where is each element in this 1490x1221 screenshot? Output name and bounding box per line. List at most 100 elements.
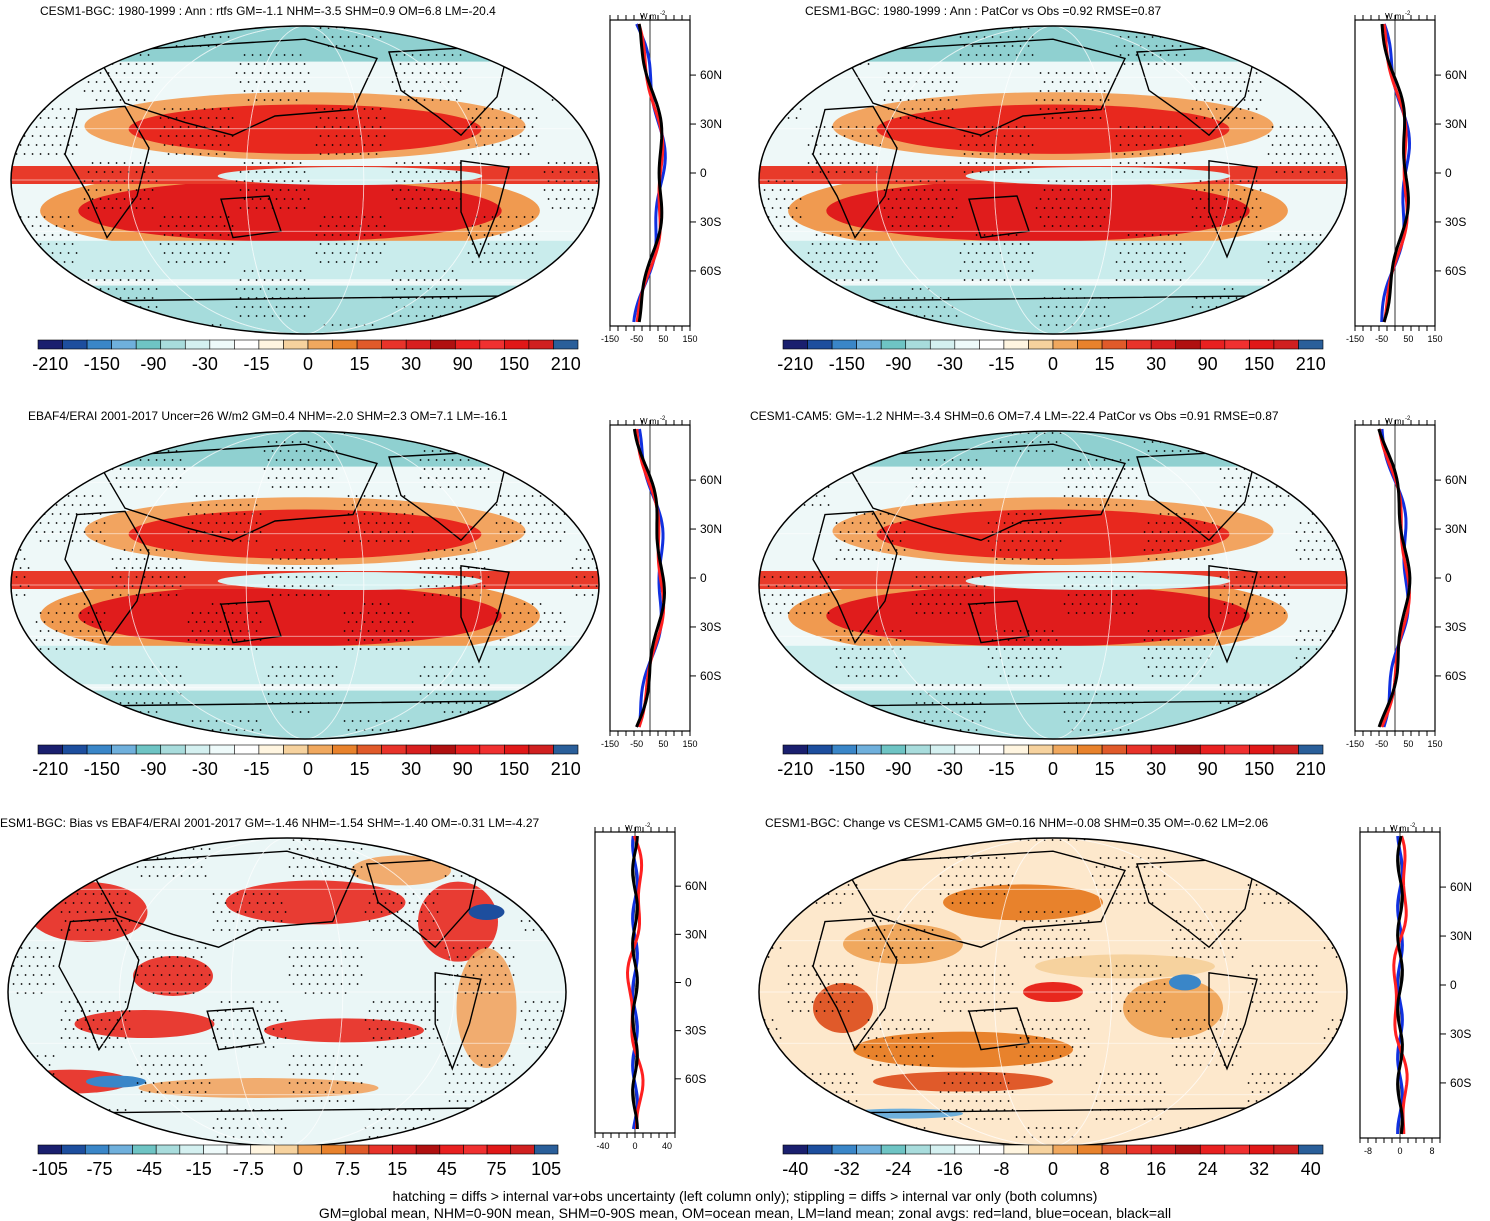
colorbar-swatch [274,1144,299,1155]
colorbar-label: 210 [1296,759,1326,779]
map-plot [10,430,600,740]
colorbar-swatch [831,1144,857,1155]
unit-superscript: -2 [1410,823,1416,829]
unit-superscript: -2 [660,11,666,17]
unit-label: W m [1385,12,1402,21]
colorbar-swatch [1224,1144,1250,1155]
colorbar-swatch [1298,339,1324,350]
lat-label: 60N [700,473,722,487]
colorbar-swatch [37,1144,62,1155]
colorbar-swatch [954,744,980,755]
colorbar-swatch [209,339,235,350]
colorbar-swatch [392,1144,417,1155]
lat-label: 30N [1445,522,1467,536]
colorbar-label: -75 [86,1159,112,1179]
colorbar-swatch [1199,339,1226,350]
lat-label: 60N [1450,880,1472,894]
colorbar-swatch [929,1144,956,1155]
colorbar-swatch [62,744,88,755]
lat-label: 60N [685,879,707,893]
lat-label: 60N [1445,473,1467,487]
graticule [11,26,599,334]
colorbar-swatch [1052,1144,1078,1155]
coastline [434,971,482,1071]
lat-label: 30N [1450,929,1472,943]
colorbar-swatch [234,744,260,755]
panel-6: CESM1-BGC: Change vs CESM1-CAM5 GM=0.16 … [745,812,1490,1192]
land-zonal-line [635,428,666,728]
colorbar-swatch [1003,339,1029,350]
lat-label: 60S [685,1072,706,1086]
colorbar-swatch [856,339,882,350]
colorbar: -210 -150 -90 -30 -15 0 15 30 90 150 210 [777,339,1326,374]
colorbar-label: -210 [32,354,68,374]
map-plot [758,837,1348,1147]
southern-ocean-band [11,645,599,685]
colorbar-swatch [929,339,956,350]
x-label: 40 [662,1141,672,1151]
lat-label: 30N [700,117,722,131]
colorbar-label: -210 [777,354,813,374]
stippling [12,839,563,1138]
colorbar-label: -7.5 [233,1159,264,1179]
colorbar-label: -150 [84,354,120,374]
colorbar-label: 30 [1146,354,1166,374]
x-label: 50 [658,739,668,749]
panel-title: ESM1-BGC: Bias vs EBAF4/ERAI 2001-2017 G… [0,816,540,830]
colorbar-swatch [184,339,211,350]
bias-region [225,880,406,925]
colorbar-swatch [1150,744,1177,755]
lat-label: 60N [1445,68,1467,82]
stippling [15,432,598,731]
colorbar-label: 16 [1146,1159,1166,1179]
colorbar-swatch [37,339,63,350]
colorbar-swatch [1077,1144,1103,1155]
colorbar-swatch [1249,744,1275,755]
colorbar-label: 45 [437,1159,457,1179]
colorbar-label: 210 [551,354,581,374]
colorbar-swatch [381,339,407,350]
colorbar-swatch [1126,339,1152,350]
colorbar-label: -150 [84,759,120,779]
colorbar-swatch [1273,339,1299,350]
change-region [1123,978,1223,1038]
colorbar-swatch [954,1144,980,1155]
colorbar-swatch [86,339,112,350]
colorbar-swatch [1150,1144,1177,1155]
colorbar-swatch [528,744,554,755]
colorbar-swatch [307,339,333,350]
colorbar-label: -210 [32,759,68,779]
x-label: -150 [1346,334,1364,344]
colorbar-swatch [368,1144,393,1155]
colorbar-label: -16 [937,1159,963,1179]
colorbar-swatch [1199,744,1226,755]
map-plot [7,837,567,1147]
lat-label: 30S [1445,620,1466,634]
lat-label: 30N [1445,117,1467,131]
x-label: 150 [1427,739,1442,749]
unit-label: W m [625,824,642,833]
colorbar-swatch [1077,339,1103,350]
colorbar-swatch [430,744,456,755]
colorbar-swatch [831,339,857,350]
colorbar-label: -45 [136,1159,162,1179]
zonal-profile: W m -2 60N 30N 0 30S 60S -150 -50 50 150 [1346,11,1467,344]
zonal-profile: W m -2 60N 30N 0 30S 60S -150 -50 50 150 [601,416,722,749]
land-zonal-line [1392,835,1409,1135]
x-label: 0 [1397,1146,1402,1156]
colorbar-label: 15 [350,354,370,374]
lat-label: 0 [685,976,692,990]
x-label: -50 [1375,739,1388,749]
x-label: -8 [1364,1146,1372,1156]
zonal-profile: W m -2 60N 30N 0 30S 60S -8 0 8 [1359,823,1472,1156]
colorbar-label: -24 [885,1159,911,1179]
x-label: 50 [658,334,668,344]
nh-red-belt [876,509,1230,559]
change-region [853,1031,1073,1068]
colorbar-label: -30 [937,354,963,374]
panel-title: EBAF4/ERAI 2001-2017 Uncer=26 W/m2 GM=0.… [28,409,508,423]
graticule [759,431,1347,739]
colorbar-swatch [880,744,907,755]
colorbar-swatch [111,744,137,755]
panel-title: CESM1-BGC: Change vs CESM1-CAM5 GM=0.16 … [765,816,1269,830]
